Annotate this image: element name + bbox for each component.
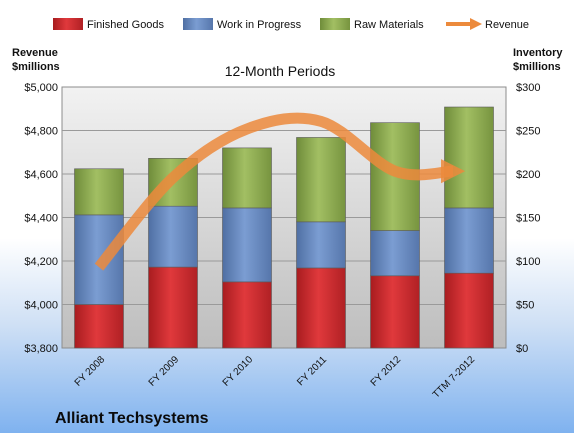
bar-raw-materials	[444, 106, 494, 209]
x-tick-label: FY 2008	[73, 354, 108, 389]
legend-item-finished-goods: Finished Goods	[53, 18, 165, 31]
legend-arrow-revenue	[470, 18, 482, 30]
legend-item-revenue: Revenue	[446, 18, 529, 31]
bar-finished-goods	[444, 272, 494, 349]
y-tick-label-right: $250	[516, 126, 540, 138]
bar-finished-goods	[296, 267, 346, 349]
y-tick-label-left: $5,000	[24, 82, 58, 94]
legend: Finished Goods Work in Progress Raw Mate…	[53, 18, 529, 31]
bar-work-in-progress	[148, 205, 198, 268]
bar-raw-materials	[296, 137, 346, 223]
y-left-label-line1: Revenue	[12, 47, 58, 59]
y-left-label-line2: $millions	[12, 61, 60, 73]
y-tick-label-left: $4,400	[24, 213, 58, 225]
y-tick-label-left: $4,200	[24, 256, 58, 268]
legend-swatch-work-in-progress	[183, 18, 213, 30]
x-tick-label: FY 2009	[147, 354, 182, 389]
legend-item-work-in-progress: Work in Progress	[183, 18, 302, 31]
bar-raw-materials	[74, 168, 124, 216]
legend-label-revenue: Revenue	[485, 19, 529, 31]
legend-swatch-raw-materials	[320, 18, 350, 30]
legend-label-finished-goods: Finished Goods	[87, 19, 165, 31]
bar-finished-goods	[148, 266, 198, 349]
x-tick-label: TTM 7-2012	[431, 354, 478, 401]
y-right-label-line2: $millions	[513, 61, 561, 73]
y-tick-label-right: $50	[516, 300, 534, 312]
x-tick-label: FY 2010	[221, 354, 256, 389]
y-tick-label-left: $4,600	[24, 169, 58, 181]
x-tick-label: FY 2011	[295, 354, 329, 388]
legend-item-raw-materials: Raw Materials	[320, 18, 424, 31]
bar-finished-goods	[74, 304, 124, 349]
legend-swatch-finished-goods	[53, 18, 83, 30]
y-tick-label-left: $4,800	[24, 126, 58, 138]
bar-work-in-progress	[444, 207, 494, 274]
x-tick-label: FY 2012	[369, 354, 404, 389]
bar-work-in-progress	[370, 230, 420, 277]
y-tick-label-left: $3,800	[24, 343, 58, 355]
bar-work-in-progress	[296, 221, 346, 269]
revenue-line	[94, 112, 466, 271]
bar-finished-goods	[222, 281, 272, 349]
revenue-line-layer	[94, 112, 466, 271]
legend-label-raw-materials: Raw Materials	[354, 19, 424, 31]
x-ticks: FY 2008 FY 2009 FY 2010 FY 2011 FY 2012 TTM 7…	[73, 354, 478, 401]
y-ticks-right: $0 $50 $100 $150 $200 $250 $300	[516, 82, 540, 355]
legend-label-work-in-progress: Work in Progress	[217, 19, 302, 31]
company-name: Alliant Techsystems	[55, 410, 209, 427]
y-tick-label-right: $200	[516, 169, 540, 181]
y-ticks-left: $3,800 $4,000 $4,200 $4,400 $4,600 $4,800 $5,0…	[24, 82, 58, 355]
y-tick-label-right: $100	[516, 256, 540, 268]
y-tick-label-left: $4,000	[24, 300, 58, 312]
y-tick-label-right: $0	[516, 343, 528, 355]
bars	[74, 106, 494, 349]
bar-work-in-progress	[222, 207, 272, 283]
y-right-label-line1: Inventory	[513, 47, 563, 59]
chart-title: 12-Month Periods	[225, 63, 336, 79]
y-tick-label-right: $150	[516, 213, 540, 225]
bar-finished-goods	[370, 275, 420, 349]
bar-raw-materials	[222, 147, 272, 209]
y-tick-label-right: $300	[516, 82, 540, 94]
